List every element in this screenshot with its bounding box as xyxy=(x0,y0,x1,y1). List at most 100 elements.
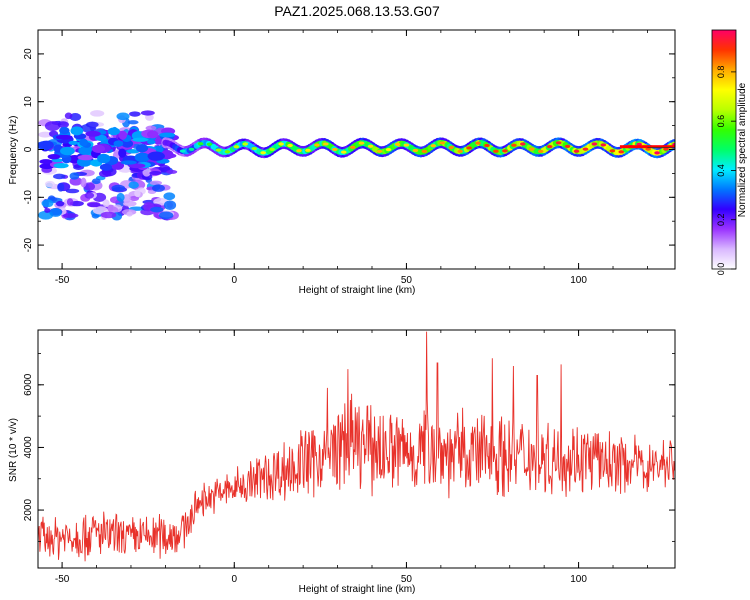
spectrogram-ridge-core xyxy=(573,149,580,153)
spectrogram-noise-blob xyxy=(91,144,105,153)
spectrogram-noise-blob xyxy=(48,195,56,201)
colorbar-gradient xyxy=(712,30,736,269)
snr-y-tick-label: 4000 xyxy=(23,436,34,459)
spectrogram-y-label: Frequency (Hz) xyxy=(8,116,19,185)
spectrogram-noise-blob xyxy=(166,169,178,174)
spectrogram-noise-blob xyxy=(126,149,140,154)
spectrogram-noise-blob xyxy=(91,178,101,185)
spectrogram-noise-blob xyxy=(44,180,55,188)
spectrogram-noise-blob xyxy=(77,154,94,161)
spectrogram-noise-blob xyxy=(80,177,87,188)
spectrogram-noise-blob xyxy=(134,189,141,198)
spectrogram-x-tick-label: -50 xyxy=(55,275,70,286)
spectrogram-ridge-core xyxy=(233,145,240,149)
spectrogram-ridge-core xyxy=(269,147,275,151)
spectrogram-ridge-core xyxy=(376,149,383,153)
spectrogram-ridge-core xyxy=(224,150,231,154)
spectrogram-noise-blob xyxy=(129,111,141,117)
spectrogram-ridge-core xyxy=(520,142,526,146)
spectrogram-noise-blob xyxy=(91,213,100,219)
colorbar-tick-label: 0.0 xyxy=(716,263,726,276)
spectrogram-ridge-core xyxy=(340,150,347,154)
spectrogram-noise-blob xyxy=(57,121,69,129)
spectrogram-noise-blob xyxy=(38,131,52,138)
spectrogram-noise-blob xyxy=(69,172,80,180)
spectrogram-y-tick-label: 0 xyxy=(23,146,34,152)
snr-y-tick-label: 6000 xyxy=(23,373,34,396)
figure-title: PAZ1.2025.068.13.53.G07 xyxy=(274,3,440,19)
spectrogram-noise-blob xyxy=(78,146,93,156)
spectrogram-x-tick-label: 50 xyxy=(401,275,413,286)
spectrogram-noise-blob xyxy=(83,182,96,191)
spectrogram-ridge-core xyxy=(367,144,374,148)
spectrogram-noise-blob xyxy=(159,132,176,138)
colorbar-ticks: 0.0 0.2 0.4 0.6 0.8 xyxy=(716,66,736,276)
spectrogram-noise-blob xyxy=(53,162,69,169)
spectrogram-noise-blob xyxy=(150,206,164,213)
spectrogram-noise-blob xyxy=(53,173,66,180)
spectrogram-noise-blob xyxy=(116,112,130,121)
spectrogram-ridge-core xyxy=(287,143,293,148)
spectrogram-ridge-core xyxy=(645,147,651,151)
spectrogram-y-tick-label: -10 xyxy=(23,190,34,205)
snr-x-tick-label: -50 xyxy=(55,574,70,585)
spectrogram-ridge-core xyxy=(528,147,535,151)
spectrogram-ridge-core xyxy=(502,149,508,153)
spectrogram-ridge-core xyxy=(484,143,490,148)
spectrogram-noise-blob xyxy=(85,121,99,128)
spectrogram-noise-blob xyxy=(94,134,107,141)
spectrogram-noise-blob xyxy=(62,213,79,219)
spectrogram-ridge-core xyxy=(403,143,410,147)
spectrogram-ticks: -50 0 50 100 -20 -10 0 10 20 xyxy=(23,29,675,286)
spectrogram-ridge-core xyxy=(591,142,598,146)
spectrogram-noise-blob xyxy=(68,140,79,145)
snr-x-tick-label: 0 xyxy=(231,574,237,585)
spectrogram-noise-blob xyxy=(107,127,120,136)
spectrogram-noise-blob xyxy=(59,126,70,135)
spectrogram-noise-blob xyxy=(145,125,157,131)
spectrogram-ridge-core xyxy=(278,142,284,146)
snr-panel: -50 0 50 100 2000 4000 6000 Height of straight… xyxy=(8,329,676,595)
spectrogram-y-tick-label: 20 xyxy=(23,48,34,60)
snr-y-label: SNR (10 * v/v) xyxy=(8,418,19,482)
spectrogram-noise-blob xyxy=(163,192,176,201)
colorbar-frame xyxy=(711,29,737,270)
spectrogram-ridge-core xyxy=(349,145,356,149)
spectrogram-noise-blob xyxy=(129,195,140,201)
spectrogram-noise-blob xyxy=(70,126,84,136)
spectrogram-ridge-core xyxy=(511,143,517,147)
spectrogram-noise-blob xyxy=(134,152,150,163)
spectrogram-ridge-core xyxy=(654,151,660,155)
spectrogram-ridge-core xyxy=(332,147,338,152)
spectrogram-noise-blob xyxy=(102,199,110,208)
spectrogram-noise-blob xyxy=(126,211,133,217)
spectrogram-noise-blob xyxy=(55,200,65,207)
spectrogram-ridge-core xyxy=(564,144,571,148)
spectrogram-ridge-core xyxy=(197,142,204,146)
spectrogram-noise-blob xyxy=(66,198,74,206)
spectrogram-noise-blob xyxy=(113,140,124,147)
spectrogram-ridge-core xyxy=(314,143,320,147)
spectrogram-noise-blob xyxy=(146,139,156,145)
spectrogram-ridge-core xyxy=(323,142,329,146)
spectrogram-noise-blob xyxy=(116,192,125,202)
spectrogram-noise-blob xyxy=(65,188,80,194)
spectrogram-ridge-core xyxy=(260,151,266,155)
spectrogram-noise-blob xyxy=(128,181,139,189)
spectrogram-noise-blob xyxy=(135,144,149,153)
spectrogram-ridge-core xyxy=(188,147,195,151)
spectrogram-y-tick-label: 10 xyxy=(23,96,34,108)
colorbar: 0.0 0.2 0.4 0.6 0.8 Normalized spectral ampl… xyxy=(711,29,748,276)
spectrogram-noise-blob xyxy=(100,211,117,219)
spectrogram-noise-blob xyxy=(98,170,112,178)
spectrogram-noise-blob xyxy=(152,184,165,192)
spectrogram-ridge-core xyxy=(636,142,642,146)
spectrogram-panel: -50 0 50 100 -20 -10 0 10 20 Height of straight … xyxy=(8,29,676,296)
spectrogram-heatmap xyxy=(38,110,675,221)
spectrogram-ridge-core xyxy=(546,145,553,149)
spectrogram-noise-blob xyxy=(118,130,127,140)
spectrogram-noise-blob xyxy=(149,180,163,186)
snr-ticks: -50 0 50 100 2000 4000 6000 xyxy=(23,330,675,585)
spectrogram-x-tick-label: 100 xyxy=(570,275,587,286)
